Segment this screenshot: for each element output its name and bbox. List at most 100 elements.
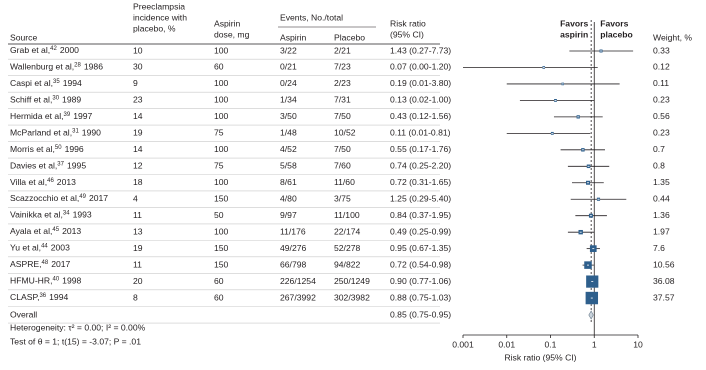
risk-ratio: 0.72 (0.31-1.65): [390, 177, 451, 187]
source-year: 1994: [49, 292, 68, 302]
incidence: 23: [133, 95, 143, 105]
source-year: 1995: [67, 161, 86, 171]
header-placebo: Placebo: [334, 32, 365, 42]
source-year: 1990: [82, 128, 101, 138]
weight: 0.44: [653, 193, 670, 203]
source: Schiff et al,30 1989: [10, 95, 81, 105]
source-name: Davies et al,: [10, 161, 57, 171]
source-ref: 42: [50, 46, 57, 52]
source: Hermida et al,39 1997: [10, 111, 93, 121]
weight: 0.8: [653, 161, 665, 171]
aspirin-events: 1/48: [280, 128, 297, 138]
source-name: Yu et al,: [10, 243, 41, 253]
placebo-events: 7/50: [334, 111, 351, 121]
header-weight: Weight, %: [653, 32, 692, 42]
aspirin-events: 3/22: [280, 45, 297, 55]
aspirin-events: 5/58: [280, 161, 297, 171]
aspirin-events: 1/34: [280, 95, 297, 105]
header-incidence: incidence with: [133, 12, 187, 22]
risk-ratio: 1.25 (0.29-5.40): [390, 193, 451, 203]
weight: 0.23: [653, 128, 670, 138]
risk-ratio: 0.95 (0.67-1.35): [390, 243, 451, 253]
aspirin-events: 4/80: [280, 193, 297, 203]
placebo-events: 11/100: [334, 210, 360, 220]
aspirin-events: 3/50: [280, 111, 297, 121]
incidence: 10: [133, 45, 143, 55]
risk-ratio: 0.72 (0.54-0.98): [390, 259, 451, 269]
source-name: Villa et al,: [10, 177, 47, 187]
source: Ayala et al,45 2013: [10, 226, 81, 236]
source-year: 1993: [73, 210, 92, 220]
source-ref: 48: [42, 260, 49, 266]
weight: 0.7: [653, 144, 665, 154]
source-ref: 36: [39, 293, 46, 299]
source-name: Grab et al,: [10, 45, 50, 55]
source-name: Hermida et al,: [10, 111, 64, 121]
dose: 100: [214, 226, 229, 236]
source-ref: 49: [79, 194, 86, 200]
x-tick-label: 0.1: [545, 339, 557, 349]
weight: 0.23: [653, 95, 670, 105]
dose: 75: [214, 161, 224, 171]
favors-placebo: placebo: [600, 29, 632, 39]
source-name: CLASP,: [10, 292, 39, 302]
x-tick-label: 10: [633, 339, 643, 349]
dose: 60: [214, 276, 224, 286]
weight: 7.6: [653, 243, 665, 253]
source: McParland et al,31 1990: [10, 128, 101, 138]
incidence: 11: [133, 210, 142, 220]
source-ref: 46: [47, 177, 54, 183]
aspirin-events: 267/3992: [280, 292, 316, 302]
incidence: 18: [133, 177, 143, 187]
weight: 10.56: [653, 259, 675, 269]
incidence: 20: [133, 276, 143, 286]
source: Yu et al,44 2003: [10, 243, 70, 253]
risk-ratio: 0.84 (0.37-1.95): [390, 210, 451, 220]
favors-placebo: Favors: [600, 18, 628, 28]
incidence: 11: [133, 259, 142, 269]
aspirin-events: 0/21: [280, 62, 297, 72]
heterogeneity: Heterogeneity: τ² = 0.00; I² = 0.00%: [10, 322, 146, 332]
source-name: Schiff et al,: [10, 95, 52, 105]
dose: 150: [214, 193, 229, 203]
aspirin-events: 8/61: [280, 177, 297, 187]
dose: 60: [214, 292, 224, 302]
placebo-events: 2/23: [334, 78, 351, 88]
header-dose: dose, mg: [214, 29, 250, 39]
source-name: HFMU-HR,: [10, 276, 52, 286]
weight: 37.57: [653, 292, 675, 302]
source-ref: 39: [64, 111, 71, 117]
placebo-events: 7/23: [334, 62, 351, 72]
weight: 0.33: [653, 45, 670, 55]
placebo-events: 10/52: [334, 128, 356, 138]
header-dose: Aspirin: [214, 18, 240, 28]
dose: 60: [214, 62, 224, 72]
source-year: 1998: [62, 276, 81, 286]
dose: 150: [214, 259, 229, 269]
source-year: 2013: [57, 177, 76, 187]
overall-label: Overall: [10, 309, 37, 319]
incidence: 30: [133, 62, 143, 72]
placebo-events: 7/31: [334, 95, 351, 105]
risk-ratio: 0.11 (0.01-0.81): [390, 128, 451, 138]
source-name: Caspi et al,: [10, 78, 53, 88]
header-aspirin: Aspirin: [280, 32, 306, 42]
source-name: Vainikka et al,: [10, 210, 63, 220]
source-year: 1989: [62, 95, 81, 105]
placebo-events: 7/60: [334, 161, 351, 171]
header-risk-ratio: (95% CI): [390, 29, 424, 39]
weight: 1.35: [653, 177, 670, 187]
overall-risk-ratio: 0.85 (0.75-0.95): [390, 309, 451, 319]
incidence: 14: [133, 144, 143, 154]
source-ref: 40: [52, 276, 59, 282]
source-name: Morris et al,: [10, 144, 55, 154]
source: Morris et al,50 1996: [10, 144, 84, 154]
risk-ratio: 0.88 (0.75-1.03): [390, 292, 451, 302]
aspirin-events: 9/97: [280, 210, 297, 220]
incidence: 4: [133, 193, 138, 203]
risk-ratio: 0.90 (0.77-1.06): [390, 276, 451, 286]
source-name: McParland et al,: [10, 128, 72, 138]
source-ref: 35: [53, 79, 60, 85]
source: Grab et al,42 2000: [10, 45, 79, 55]
